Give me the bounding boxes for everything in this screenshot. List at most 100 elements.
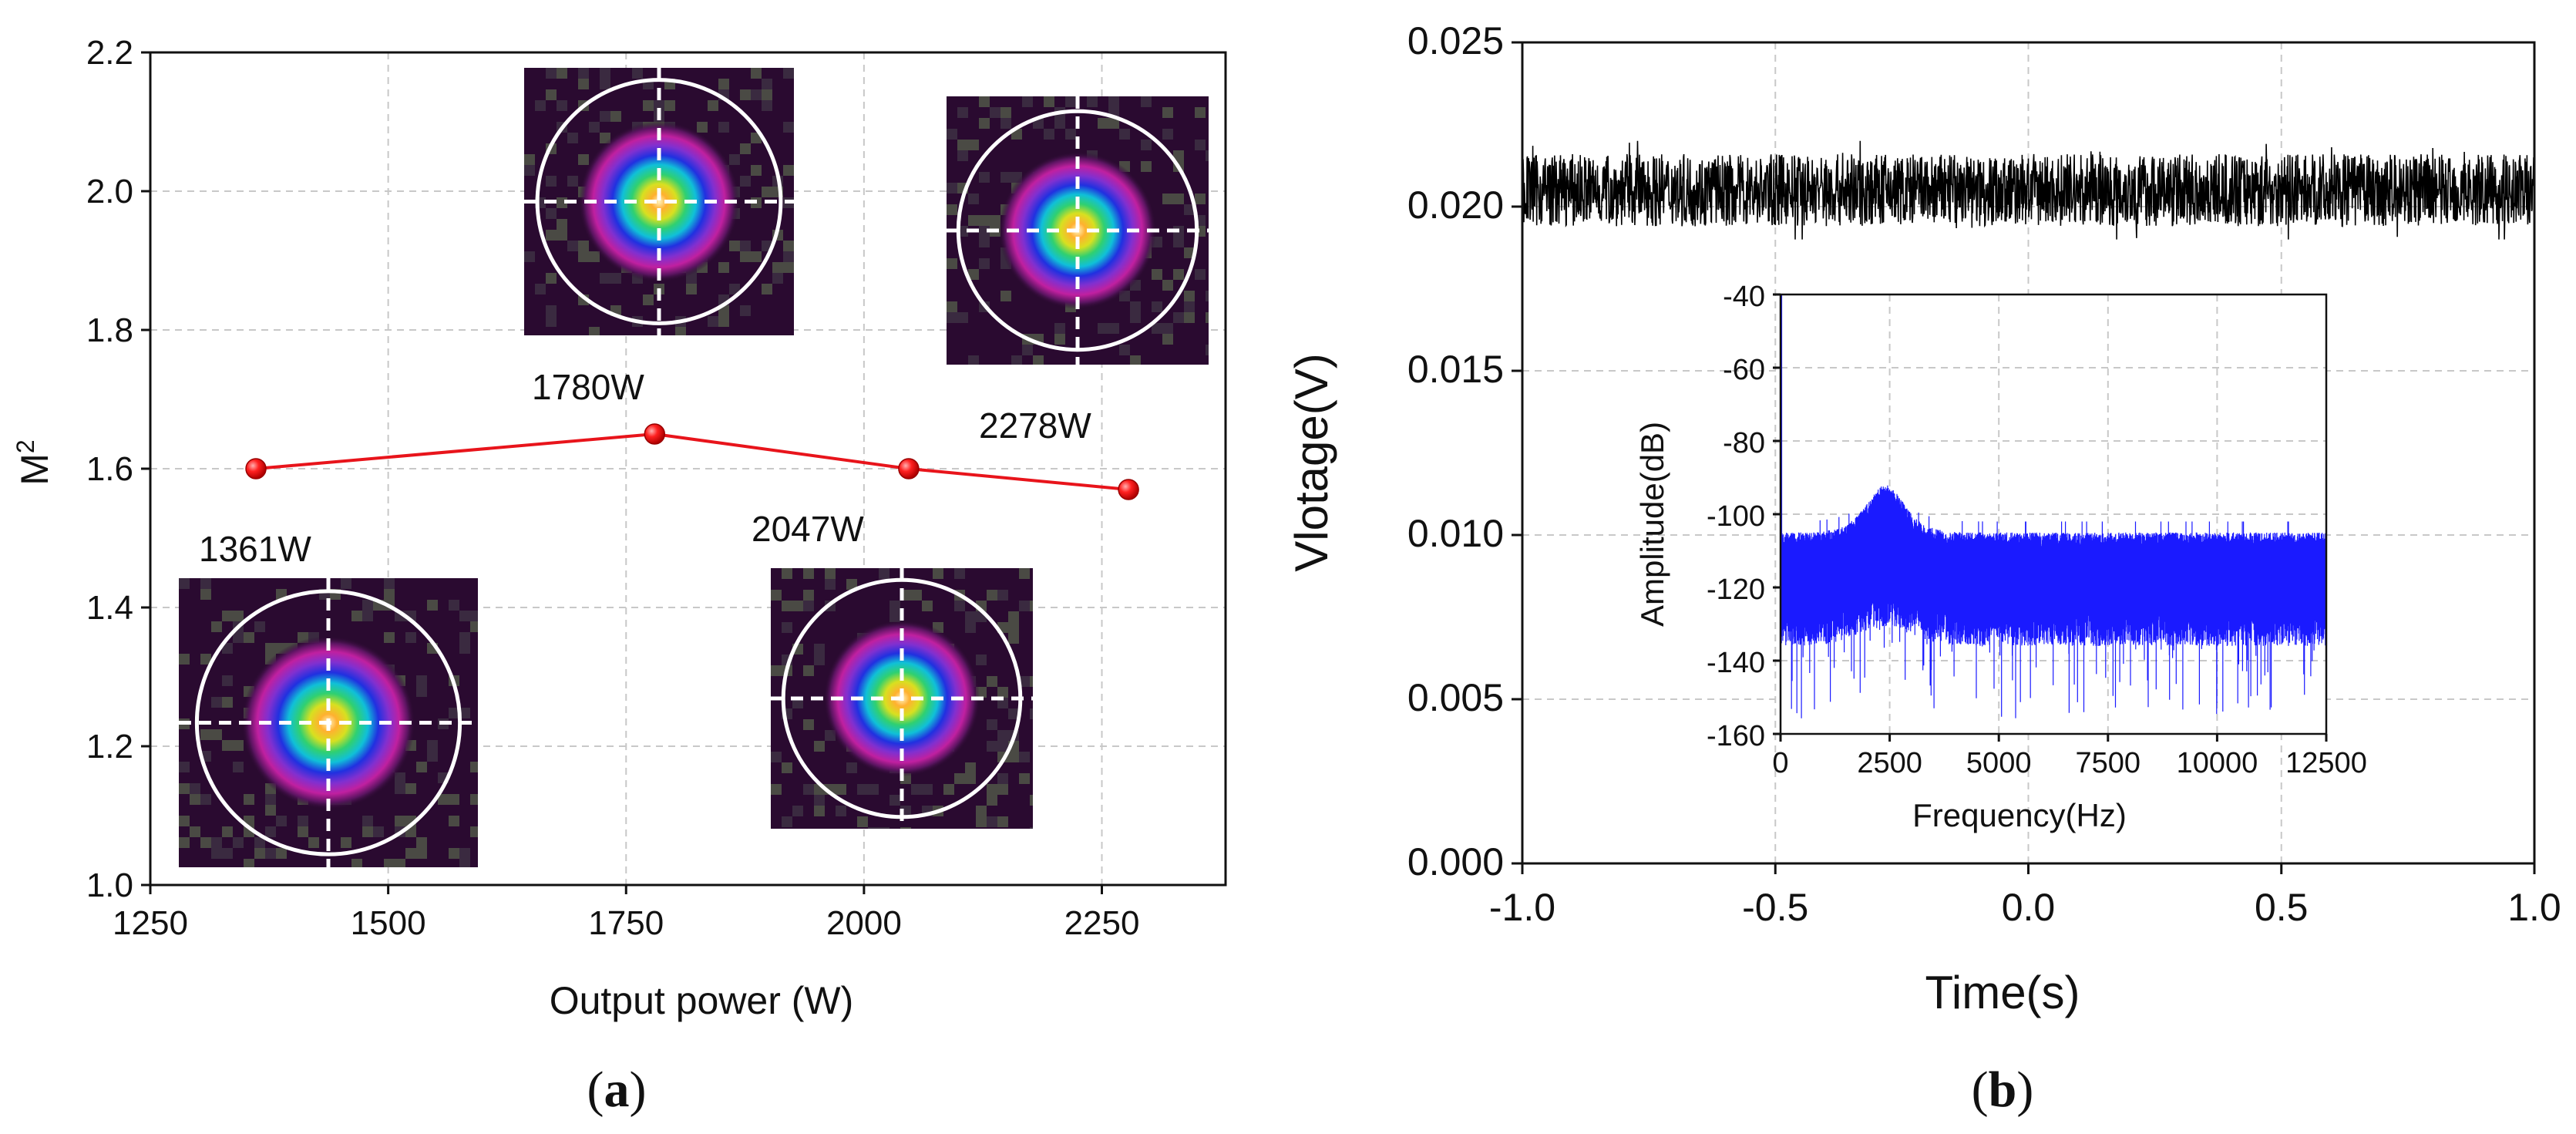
beam-noise-pixel <box>979 172 990 183</box>
beam-noise-pixel <box>987 676 997 687</box>
beam-noise-pixel <box>803 784 814 795</box>
x-tick-label: 1.0 <box>2507 886 2561 929</box>
beam-noise-pixel <box>965 622 976 633</box>
beam-noise-pixel <box>524 154 535 165</box>
beam-noise-pixel <box>1000 291 1011 301</box>
beam-noise-pixel <box>965 611 976 622</box>
beam-noise-pixel <box>222 826 233 837</box>
beam-noise-pixel <box>803 590 814 601</box>
beam-noise-pixel <box>395 859 405 867</box>
beam-noise-pixel <box>751 165 762 176</box>
beam-noise-pixel <box>868 827 879 829</box>
beam-noise-pixel <box>979 118 990 129</box>
beam-noise-pixel <box>1184 312 1195 323</box>
inset-ticks: 0 2500 5000 7500 10000 12500 -160 -140 -120 -100 -… <box>1707 281 2367 779</box>
beam-noise-pixel <box>578 241 589 251</box>
beam-noise-pixel <box>997 590 1008 601</box>
beam-noise-pixel <box>1044 96 1054 107</box>
beam-noise-pixel <box>783 122 794 133</box>
beam-noise-pixel <box>814 644 825 654</box>
beam-noise-pixel <box>244 632 254 643</box>
beam-noise-pixel <box>1019 773 1030 784</box>
beam-noise-pixel <box>211 621 222 632</box>
y-tick-label: -80 <box>1723 427 1765 459</box>
y-tick-label: 0.010 <box>1407 512 1504 555</box>
beam-noise-pixel <box>968 193 979 204</box>
annotation-1780w: 1780W <box>532 367 644 407</box>
beam-noise-pixel <box>968 269 979 280</box>
beam-noise-pixel <box>803 665 814 676</box>
beam-noise-pixel <box>1119 129 1130 140</box>
x-tick-label: 1750 <box>588 904 664 942</box>
beam-noise-pixel <box>664 100 675 111</box>
y-tick-label: 2.0 <box>86 173 133 210</box>
y-tick-label: 1.6 <box>86 450 133 488</box>
beam-noise-pixel <box>265 826 276 837</box>
x-tick-label: 0 <box>1772 747 1788 779</box>
beam-noise-pixel <box>179 816 190 826</box>
beam-noise-pixel <box>1065 96 1076 107</box>
beam-noise-pixel <box>1206 150 1209 161</box>
beam-noise-pixel <box>900 827 911 829</box>
beam-noise-pixel <box>814 741 825 752</box>
beam-noise-pixel <box>265 805 276 816</box>
y-tick-label: 1.8 <box>86 311 133 349</box>
beam-noise-pixel <box>1011 355 1022 365</box>
beam-noise-pixel <box>1173 193 1184 204</box>
beam-noise-pixel <box>427 751 438 762</box>
beam-noise-pixel <box>610 273 621 284</box>
beam-noise-pixel <box>968 140 979 150</box>
beam-noise-pixel <box>438 794 449 805</box>
beam-noise-pixel <box>567 176 578 187</box>
beam-noise-pixel <box>1054 118 1065 129</box>
beam-noise-pixel <box>427 740 438 751</box>
y-tick-label: -40 <box>1723 281 1765 313</box>
beam-noise-pixel <box>276 848 287 859</box>
beam-noise-pixel <box>416 675 427 686</box>
x-tick-label: 10000 <box>2177 747 2258 779</box>
beam-noise-pixel <box>751 68 762 79</box>
beam-noise-pixel <box>814 795 825 806</box>
beam-noise-pixel <box>610 111 621 122</box>
beam-noise-pixel <box>200 729 211 740</box>
beam-noise-pixel <box>1206 345 1209 355</box>
beam-noise-pixel <box>459 643 470 654</box>
beam-noise-pixel <box>686 284 697 294</box>
beam-noise-pixel <box>987 719 997 730</box>
beam-noise-pixel <box>1173 312 1184 323</box>
beam-noise-pixel <box>968 355 979 365</box>
beam-noise-pixel <box>546 89 557 100</box>
beam-noise-pixel <box>254 621 265 632</box>
beam-profile-insets <box>179 68 1209 867</box>
beam-noise-pixel <box>718 262 729 273</box>
beam-noise-pixel <box>782 622 792 633</box>
beam-noise-pixel <box>643 294 654 305</box>
beam-noise-pixel <box>857 816 868 827</box>
beam-noise-pixel <box>782 568 792 579</box>
beam-noise-pixel <box>341 837 351 848</box>
beam-noise-pixel <box>254 848 265 859</box>
beam-noise-pixel <box>1206 291 1209 301</box>
beam-noise-pixel <box>1184 291 1195 301</box>
beam-noise-pixel <box>708 316 718 327</box>
beam-noise-pixel <box>643 100 654 111</box>
beam-noise-pixel <box>729 284 740 294</box>
beam-noise-pixel <box>200 654 211 665</box>
beam-noise-pixel <box>976 806 987 816</box>
beam-noise-pixel <box>762 89 772 100</box>
beam-noise-pixel <box>783 68 794 79</box>
beam-noise-pixel <box>233 611 244 621</box>
beam-noise-pixel <box>1008 752 1019 762</box>
beam-noise-pixel <box>546 68 557 79</box>
beam-noise-pixel <box>384 578 395 589</box>
beam-noise-pixel <box>947 258 957 269</box>
beam-noise-pixel <box>954 601 965 611</box>
beam-noise-pixel <box>233 632 244 643</box>
beam-noise-pixel <box>922 601 933 611</box>
beam-noise-pixel <box>222 611 233 621</box>
beam-noise-pixel <box>979 237 990 247</box>
beam-noise-pixel <box>718 122 729 133</box>
beam-noise-pixel <box>1152 323 1162 334</box>
beam-noise-pixel <box>179 783 190 794</box>
beam-noise-pixel <box>222 697 233 708</box>
